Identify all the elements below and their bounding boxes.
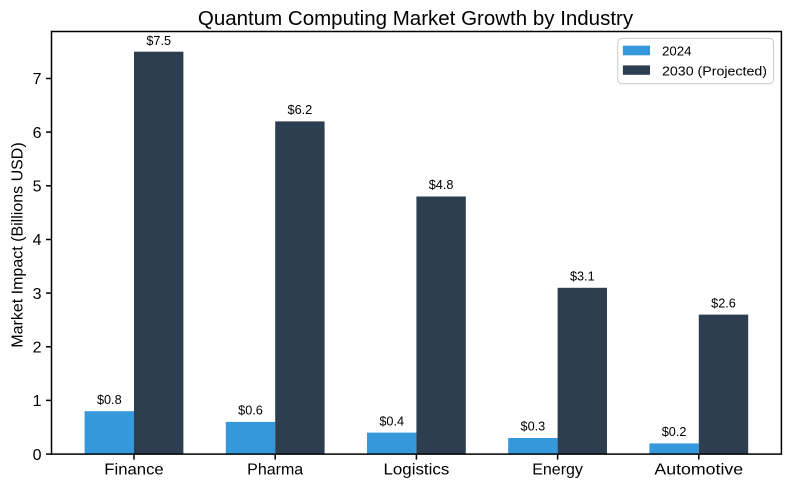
- svg-text:2030 (Projected): 2030 (Projected): [662, 64, 767, 79]
- svg-text:$0.3: $0.3: [521, 420, 546, 434]
- svg-text:7: 7: [33, 71, 42, 88]
- svg-text:$0.8: $0.8: [97, 393, 122, 407]
- svg-text:Pharma: Pharma: [247, 462, 303, 479]
- svg-text:1: 1: [33, 393, 42, 410]
- svg-text:Logistics: Logistics: [384, 462, 450, 479]
- svg-text:0: 0: [33, 447, 42, 464]
- svg-text:Market Impact (Billions USD): Market Impact (Billions USD): [10, 142, 27, 347]
- svg-text:5: 5: [33, 179, 42, 196]
- svg-text:$0.4: $0.4: [379, 414, 404, 428]
- svg-text:6: 6: [33, 125, 42, 142]
- svg-text:Quantum Computing Market Growt: Quantum Computing Market Growth by Indus…: [198, 7, 634, 30]
- svg-text:2: 2: [33, 340, 42, 357]
- svg-text:Automotive: Automotive: [654, 462, 743, 479]
- svg-text:$7.5: $7.5: [146, 34, 171, 48]
- svg-text:2024: 2024: [662, 43, 692, 58]
- svg-text:Finance: Finance: [104, 462, 164, 479]
- svg-text:$6.2: $6.2: [288, 103, 313, 117]
- svg-text:$0.6: $0.6: [238, 404, 263, 418]
- svg-text:3: 3: [33, 286, 42, 303]
- svg-text:$3.1: $3.1: [570, 270, 595, 284]
- svg-text:4: 4: [33, 232, 42, 249]
- svg-text:$2.6: $2.6: [711, 296, 736, 310]
- svg-text:Energy: Energy: [532, 462, 583, 479]
- svg-text:$4.8: $4.8: [429, 178, 454, 192]
- svg-text:$0.2: $0.2: [662, 425, 687, 439]
